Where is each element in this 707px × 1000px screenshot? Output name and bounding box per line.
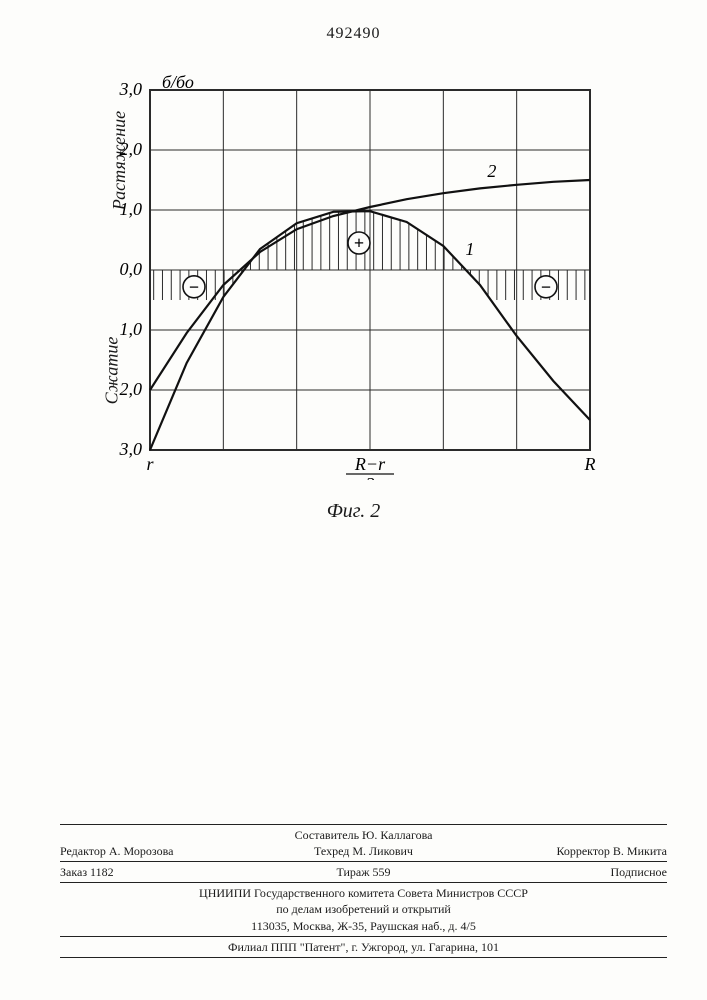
org-line-2: по делам изобретений и открытий	[60, 901, 667, 917]
footer-block: Составитель Ю. Каллагова Редактор А. Мор…	[60, 822, 667, 960]
order: Заказ 1182	[60, 864, 239, 880]
svg-text:2: 2	[366, 474, 375, 480]
svg-text:+: +	[354, 233, 364, 253]
svg-text:r: r	[146, 454, 154, 474]
figure-caption: Фиг. 2	[0, 500, 707, 523]
svg-text:R: R	[584, 454, 596, 474]
svg-text:−: −	[189, 277, 199, 297]
branch: Филиал ППП "Патент", г. Ужгород, ул. Гаг…	[60, 939, 667, 955]
addr: 113035, Москва, Ж-35, Раушская наб., д. …	[60, 918, 667, 934]
svg-text:R−r: R−r	[354, 454, 386, 474]
corrector: Корректор В. Микита	[488, 843, 667, 859]
subscr: Подписное	[488, 864, 667, 880]
svg-text:2: 2	[487, 161, 496, 181]
svg-text:0,0: 0,0	[120, 259, 143, 279]
svg-text:2,0: 2,0	[120, 379, 143, 399]
tiraz: Тираж 559	[239, 864, 489, 880]
svg-text:3,0: 3,0	[119, 439, 143, 459]
techred: Техред М. Ликович	[239, 843, 489, 859]
chart: −+−12б/бо0,01,02,03,01,02,03,0rRR−r2	[100, 70, 630, 485]
page-number: 492490	[0, 25, 707, 43]
svg-text:1: 1	[465, 239, 474, 259]
svg-text:1,0: 1,0	[120, 319, 143, 339]
svg-text:1,0: 1,0	[120, 199, 143, 219]
svg-text:3,0: 3,0	[119, 79, 143, 99]
svg-text:б/бо: б/бо	[162, 72, 194, 92]
svg-text:2,0: 2,0	[120, 139, 143, 159]
chart-svg: −+−12б/бо0,01,02,03,01,02,03,0rRR−r2	[100, 70, 630, 480]
compiler: Составитель Ю. Каллагова	[239, 827, 489, 843]
svg-text:−: −	[541, 277, 551, 297]
org-line-1: ЦНИИПИ Государственного комитета Совета …	[60, 885, 667, 901]
editor: Редактор А. Морозова	[60, 843, 239, 859]
